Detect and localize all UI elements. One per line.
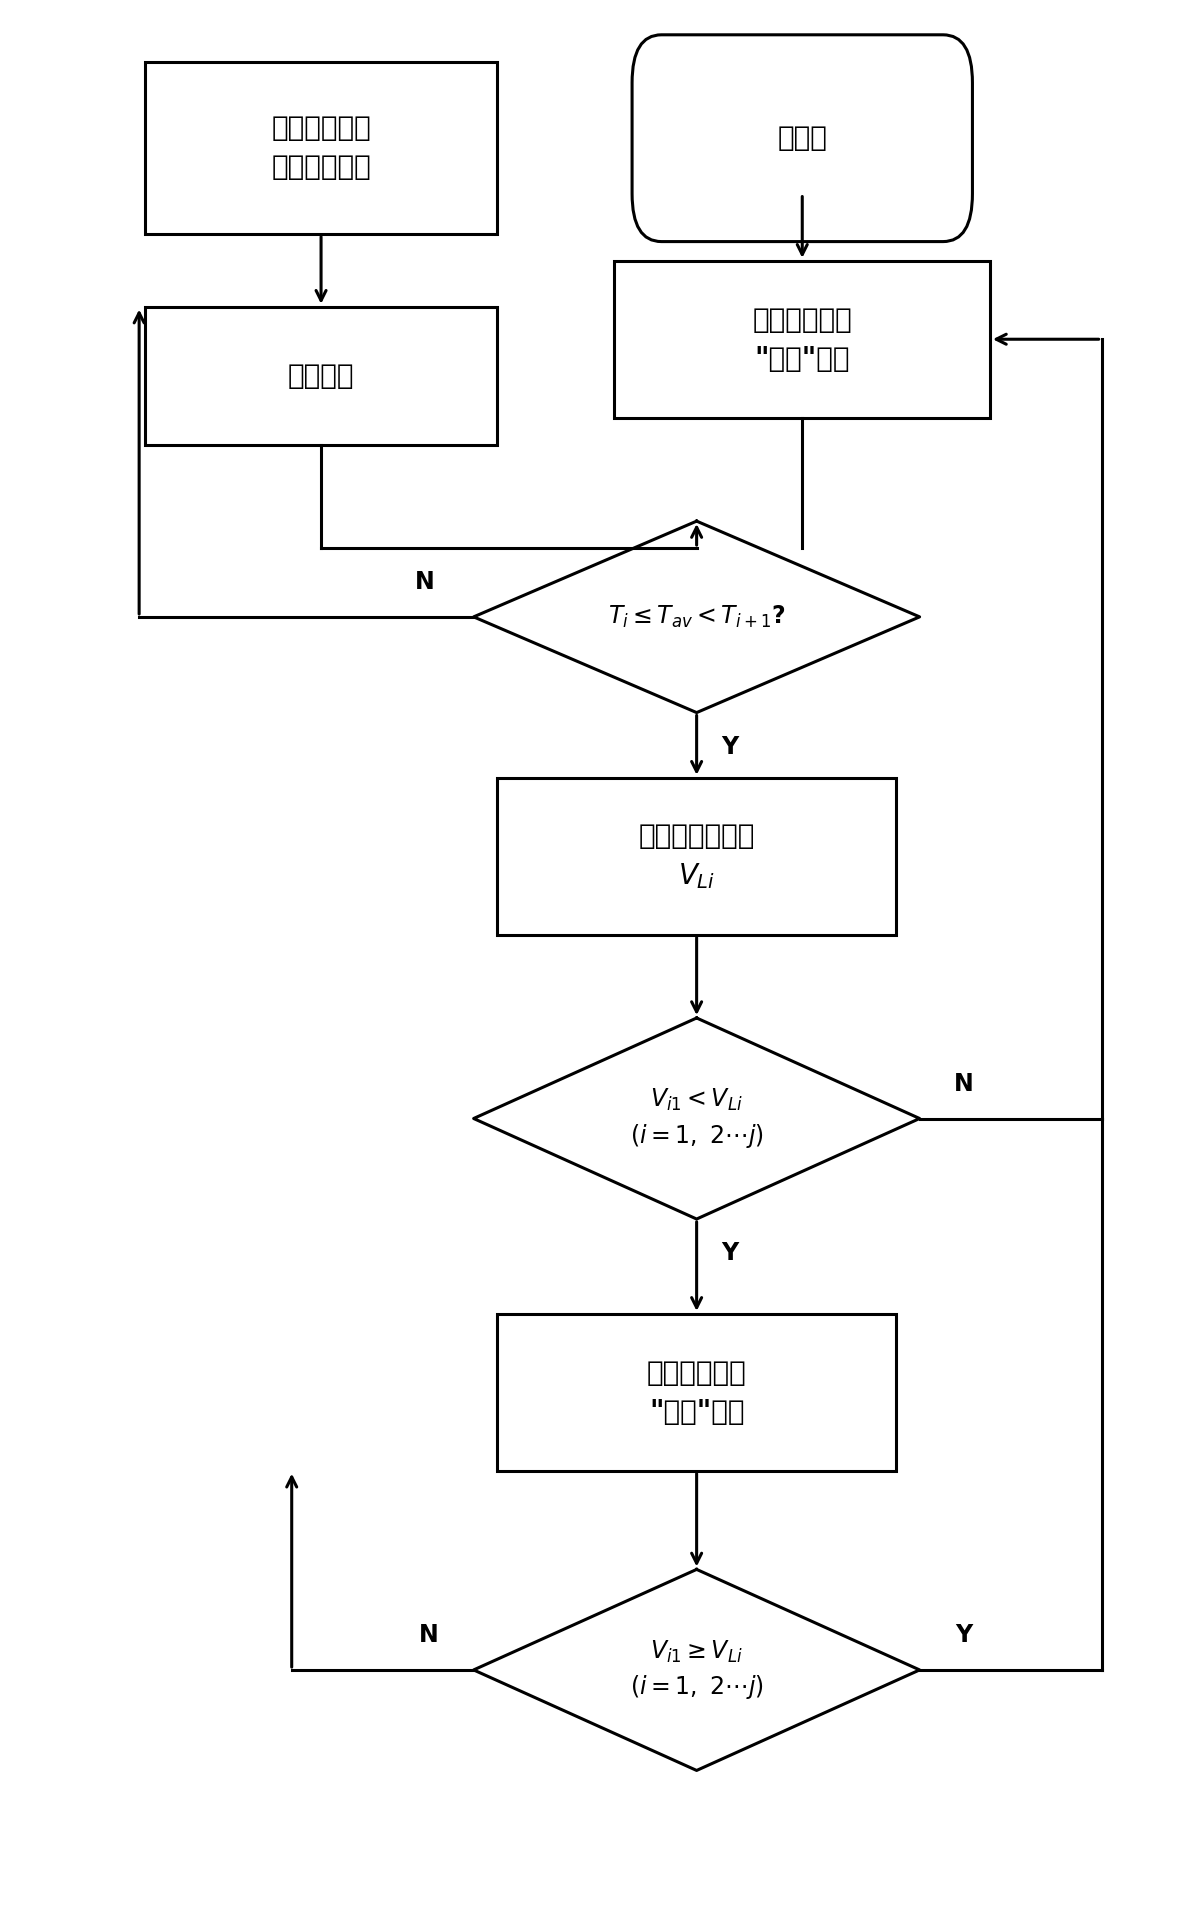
FancyBboxPatch shape (615, 262, 991, 417)
Text: 置过放报警点为
$V_{Li}$: 置过放报警点为 $V_{Li}$ (638, 821, 755, 890)
Text: $V_{i1}\geq V_{Li}$
$(i=1,\ 2\cdots j)$: $V_{i1}\geq V_{Li}$ $(i=1,\ 2\cdots j)$ (630, 1638, 764, 1702)
Text: 数据处理: 数据处理 (287, 362, 355, 390)
Text: 电池单体电压
电池模块温度: 电池单体电压 电池模块温度 (271, 113, 371, 181)
FancyBboxPatch shape (498, 1313, 896, 1471)
Polygon shape (474, 521, 920, 713)
Text: N: N (420, 1623, 439, 1648)
FancyBboxPatch shape (632, 35, 973, 242)
Polygon shape (474, 1017, 920, 1219)
FancyBboxPatch shape (498, 777, 896, 935)
Text: N: N (954, 1071, 974, 1096)
Text: 置过放报警为
"无效"状态: 置过放报警为 "无效"状态 (753, 306, 852, 373)
FancyBboxPatch shape (145, 62, 498, 235)
Polygon shape (474, 1569, 920, 1771)
Text: 置过放报警为
"有效"状态: 置过放报警为 "有效"状态 (647, 1360, 747, 1425)
Text: Y: Y (955, 1623, 973, 1648)
Text: $V_{i1}<V_{Li}$
$(i=1,\ 2\cdots j)$: $V_{i1}<V_{Li}$ $(i=1,\ 2\cdots j)$ (630, 1086, 764, 1150)
Text: N: N (415, 571, 434, 594)
Text: Y: Y (721, 1242, 738, 1265)
Text: Y: Y (721, 735, 738, 760)
Text: $T_i\leq T_{av}<T_{i+1}$?: $T_i\leq T_{av}<T_{i+1}$? (608, 604, 785, 631)
FancyBboxPatch shape (145, 306, 498, 444)
Text: 初始化: 初始化 (778, 125, 827, 152)
